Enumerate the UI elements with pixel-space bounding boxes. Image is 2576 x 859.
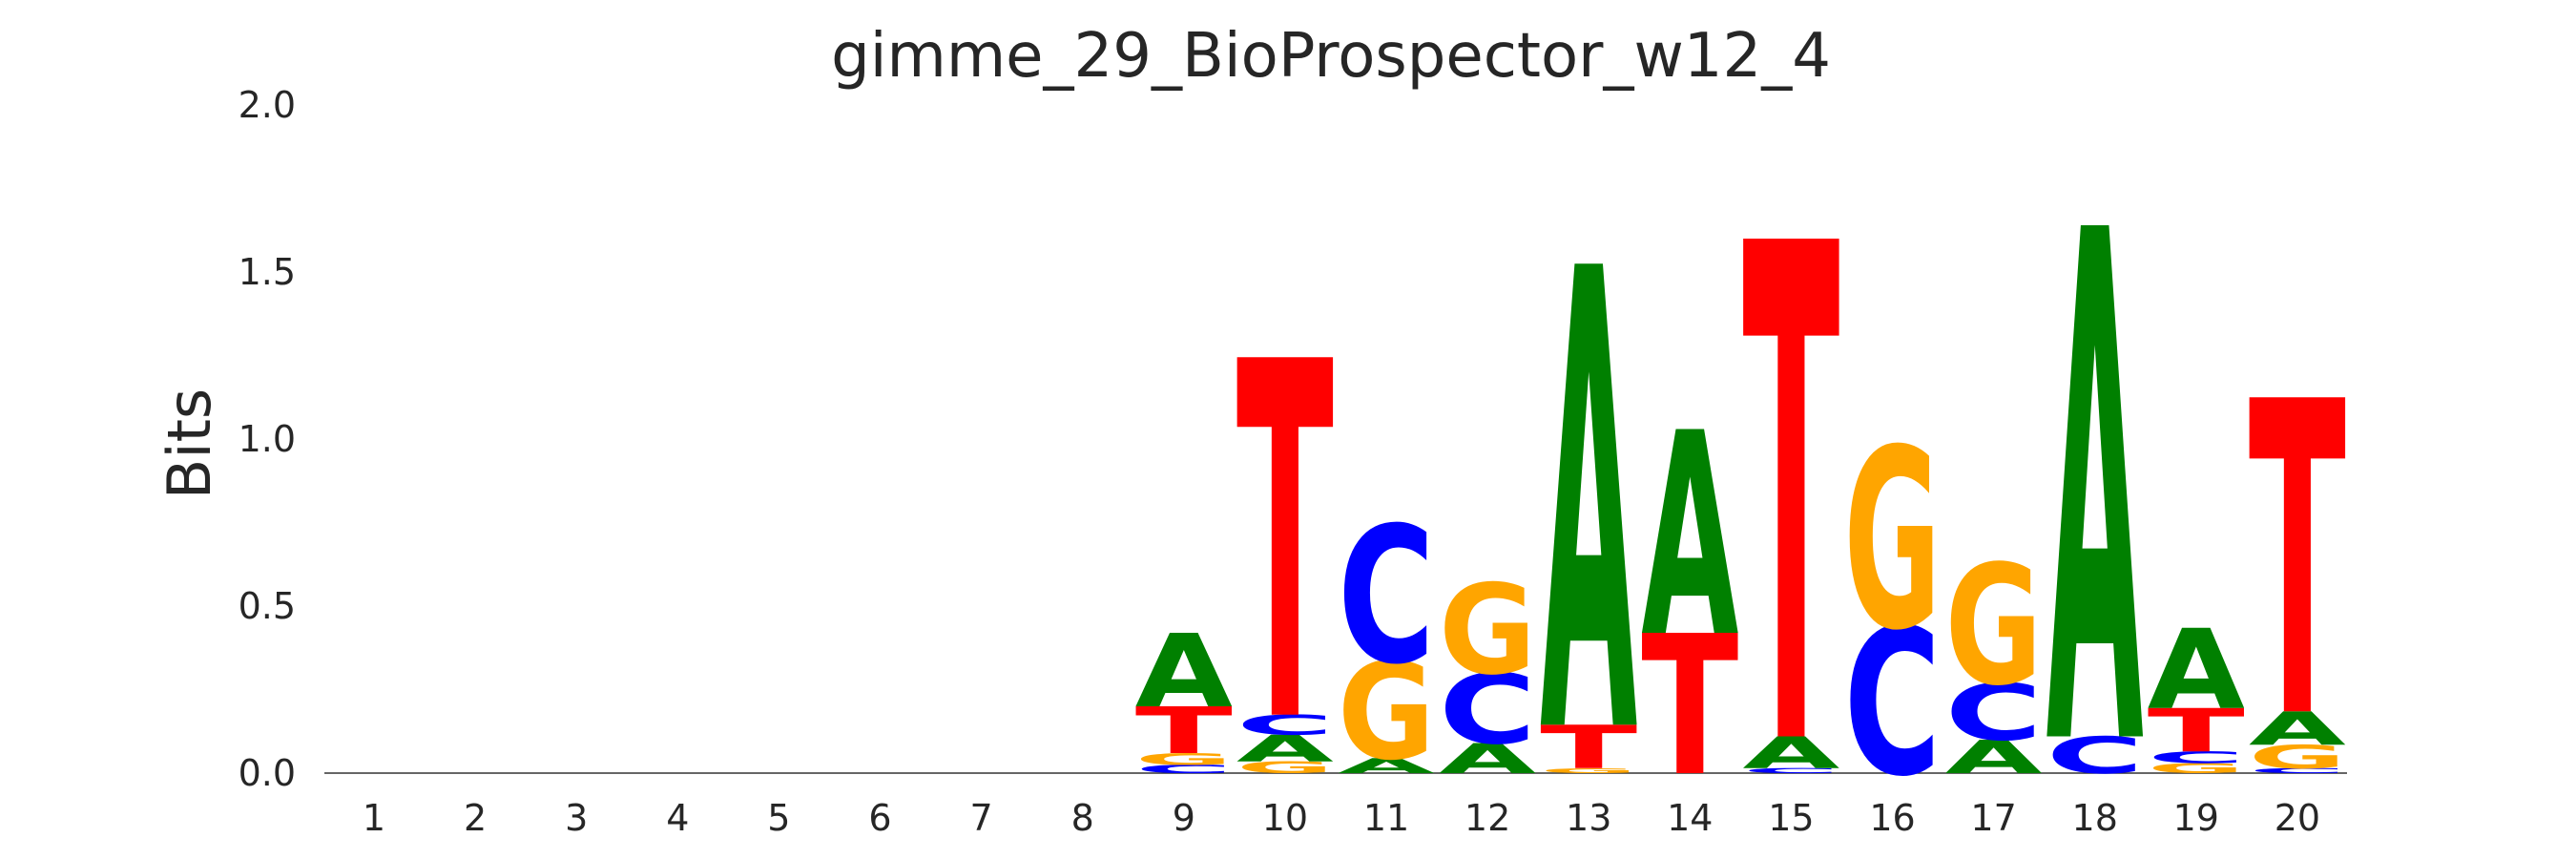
logo-letter-a: A (2046, 87, 2145, 859)
logo-letter-g: G (1338, 637, 1435, 790)
logo-letter-a: A (1641, 373, 1738, 700)
logo-letter-c: C (2249, 766, 2346, 774)
logo-letter-g: G (1135, 750, 1233, 769)
logo-letter-g: G (2249, 739, 2346, 776)
x-tick-label: 16 (1869, 797, 1915, 839)
x-tick-label: 19 (2173, 797, 2219, 839)
y-tick-label: 1.5 (239, 251, 296, 293)
y-axis-ticks: 0.0 0.5 1.0 1.5 2.0 (239, 84, 296, 794)
y-tick-label: 1.0 (239, 418, 296, 460)
logo-letter-a: A (1236, 727, 1334, 770)
x-tick-label: 13 (1566, 797, 1611, 839)
logo-letter-t: T (1742, 102, 1840, 859)
logo-letter-g: G (1844, 396, 1942, 684)
logo-letter-g: G (2148, 761, 2245, 777)
x-tick-label: 12 (1465, 797, 1510, 839)
logo-letter-t: T (1236, 261, 1335, 830)
logo-letter-a: A (1945, 731, 2043, 785)
chart-title: gimme_29_BioProspector_w12_4 (831, 21, 1831, 92)
x-tick-label: 14 (1667, 797, 1713, 839)
logo-letter-a: A (1439, 735, 1536, 783)
logo-letter-a: A (1338, 754, 1435, 778)
y-tick-label: 2.0 (239, 84, 296, 126)
x-tick-label: 17 (1970, 797, 2016, 839)
logo-letter-t: T (2148, 697, 2245, 765)
x-tick-label: 20 (2275, 797, 2320, 839)
logo-letter-c: C (1135, 763, 1233, 776)
logo-letter-g: G (1236, 758, 1334, 777)
x-tick-label: 11 (1363, 797, 1409, 839)
logo-letter-t: T (1641, 595, 1738, 819)
x-tick-label: 9 (1173, 797, 1195, 839)
logo-letter-c: C (1338, 488, 1435, 706)
y-axis-label: Bits (155, 388, 224, 499)
x-axis-ticks: 1 2 3 4 5 6 7 8 9 10 11 12 13 14 15 16 17 18 19 20 (363, 797, 2320, 839)
x-tick-label: 8 (1071, 797, 1094, 839)
logo-letter-c: C (1439, 654, 1536, 766)
logo-letter-g: G (1945, 531, 2043, 723)
logo-letter-a: A (1540, 138, 1638, 859)
y-tick-label: 0.0 (239, 752, 296, 794)
logo-letter-g: G (1439, 558, 1536, 702)
logo-letter-t: T (1135, 694, 1233, 768)
y-tick-label: 0.5 (239, 585, 296, 627)
x-tick-label: 18 (2072, 797, 2118, 839)
logo-letter-c: C (2148, 748, 2245, 767)
logo-letter-t: T (2249, 313, 2347, 814)
x-tick-label: 7 (970, 797, 993, 839)
logo-letter-c: C (1236, 709, 1334, 742)
logo-letter-a: A (1742, 728, 1839, 779)
x-tick-label: 1 (363, 797, 385, 839)
logo-letter-c: C (2046, 726, 2144, 786)
logo-letter-a: A (1135, 614, 1233, 731)
logo-letter-a: A (2148, 607, 2245, 735)
logo-letter-c: C (1844, 587, 1942, 822)
logo-letter-a: A (2249, 702, 2346, 756)
x-tick-label: 6 (868, 797, 891, 839)
x-tick-label: 3 (565, 797, 588, 839)
x-tick-label: 10 (1262, 797, 1308, 839)
logo-letter-t: T (1540, 714, 1637, 783)
x-tick-label: 5 (767, 797, 790, 839)
logo-letter-c: C (1742, 766, 1839, 774)
x-tick-label: 2 (464, 797, 487, 839)
x-tick-label: 15 (1768, 797, 1814, 839)
logo-letter-c: C (1945, 667, 2043, 758)
x-tick-label: 4 (666, 797, 689, 839)
logo-letter-g: G (1540, 766, 1637, 774)
